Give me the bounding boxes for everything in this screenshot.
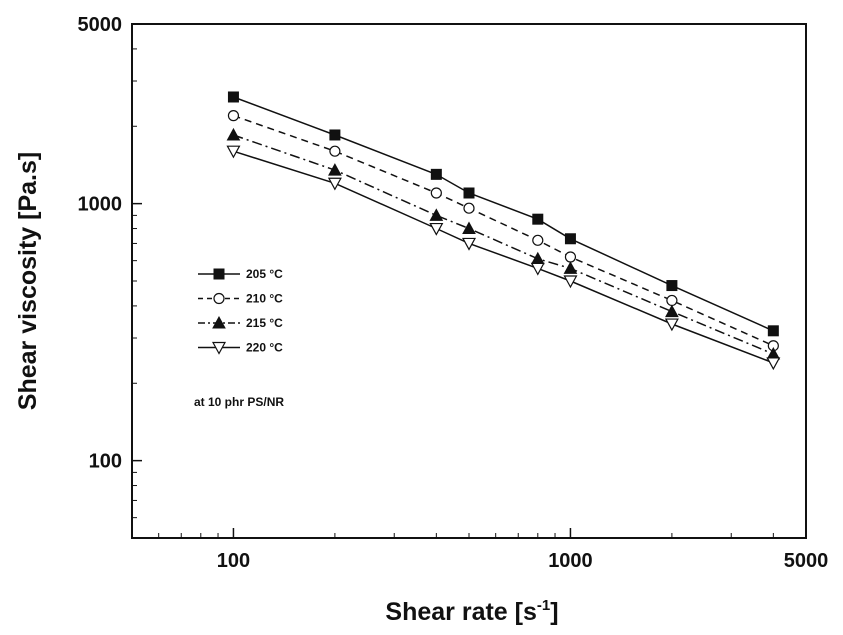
- series-line: [233, 150, 774, 364]
- axis-ticks: 100 1000 5000 100 1000 5000: [78, 14, 829, 572]
- series-1: [227, 91, 779, 337]
- legend-item: 210 °C: [198, 292, 283, 306]
- data-point: [429, 222, 444, 236]
- data-point: [462, 221, 476, 235]
- data-point: [429, 208, 444, 221]
- series-2: [227, 110, 779, 352]
- data-point: [329, 129, 341, 141]
- data-point: [666, 294, 678, 307]
- y-tick-label: 100: [89, 451, 122, 473]
- data-point: [664, 318, 679, 332]
- legend-item: 215 °C: [198, 315, 283, 330]
- data-point: [563, 261, 578, 274]
- legend-item: 220 °C: [198, 341, 283, 355]
- data-point: [327, 177, 342, 191]
- y-axis-label: Shear viscosity [Pa.s]: [14, 152, 42, 410]
- data-point: [461, 237, 477, 251]
- data-point: [532, 213, 544, 225]
- annotation-text: at 10 phr PS/NR: [194, 395, 284, 409]
- data-point: [329, 145, 341, 157]
- data-point: [430, 187, 442, 199]
- data-point: [564, 251, 577, 263]
- x-tick-label: 1000: [548, 550, 593, 572]
- data-point: [767, 325, 779, 337]
- series-lines: [226, 91, 781, 371]
- data-point: [227, 110, 240, 122]
- data-point: [766, 357, 781, 371]
- x-tick-label: 5000: [784, 550, 829, 572]
- data-point: [328, 163, 342, 176]
- legend-marker: [213, 268, 225, 280]
- x-axis-label: Shear rate [s-1]: [385, 597, 558, 626]
- legend-label: 215 °C: [246, 316, 283, 330]
- data-point: [227, 91, 239, 103]
- series-line: [233, 96, 774, 332]
- legend-marker: [212, 315, 226, 329]
- series-4: [226, 145, 781, 371]
- data-point: [463, 187, 475, 199]
- legend: 205 °C 210 °C 215 °C 220 °C: [198, 267, 283, 355]
- series-3: [226, 127, 781, 360]
- data-point: [530, 251, 545, 265]
- data-point: [226, 127, 241, 141]
- data-point: [226, 145, 241, 159]
- y-tick-label: 1000: [78, 194, 123, 216]
- legend-marker: [211, 341, 227, 355]
- series-line: [233, 134, 774, 355]
- data-point: [564, 233, 576, 245]
- legend-label: 205 °C: [246, 267, 283, 281]
- data-point: [530, 262, 545, 276]
- data-point: [532, 234, 544, 246]
- legend-marker: [213, 292, 225, 305]
- legend-item: 205 °C: [198, 267, 283, 281]
- y-tick-label: 5000: [78, 14, 123, 36]
- legend-label: 210 °C: [246, 292, 283, 306]
- x-axis-label-main: Shear rate [s: [385, 598, 536, 626]
- series-line: [233, 114, 774, 347]
- x-axis-label-suffix: ]: [550, 598, 558, 626]
- data-point: [563, 275, 578, 289]
- data-point: [463, 202, 475, 214]
- x-axis-label-superscript: -1: [537, 597, 550, 614]
- x-tick-label: 100: [217, 550, 250, 572]
- legend-label: 220 °C: [246, 341, 283, 355]
- data-point: [666, 280, 678, 292]
- data-point: [665, 304, 679, 318]
- data-point: [430, 168, 442, 180]
